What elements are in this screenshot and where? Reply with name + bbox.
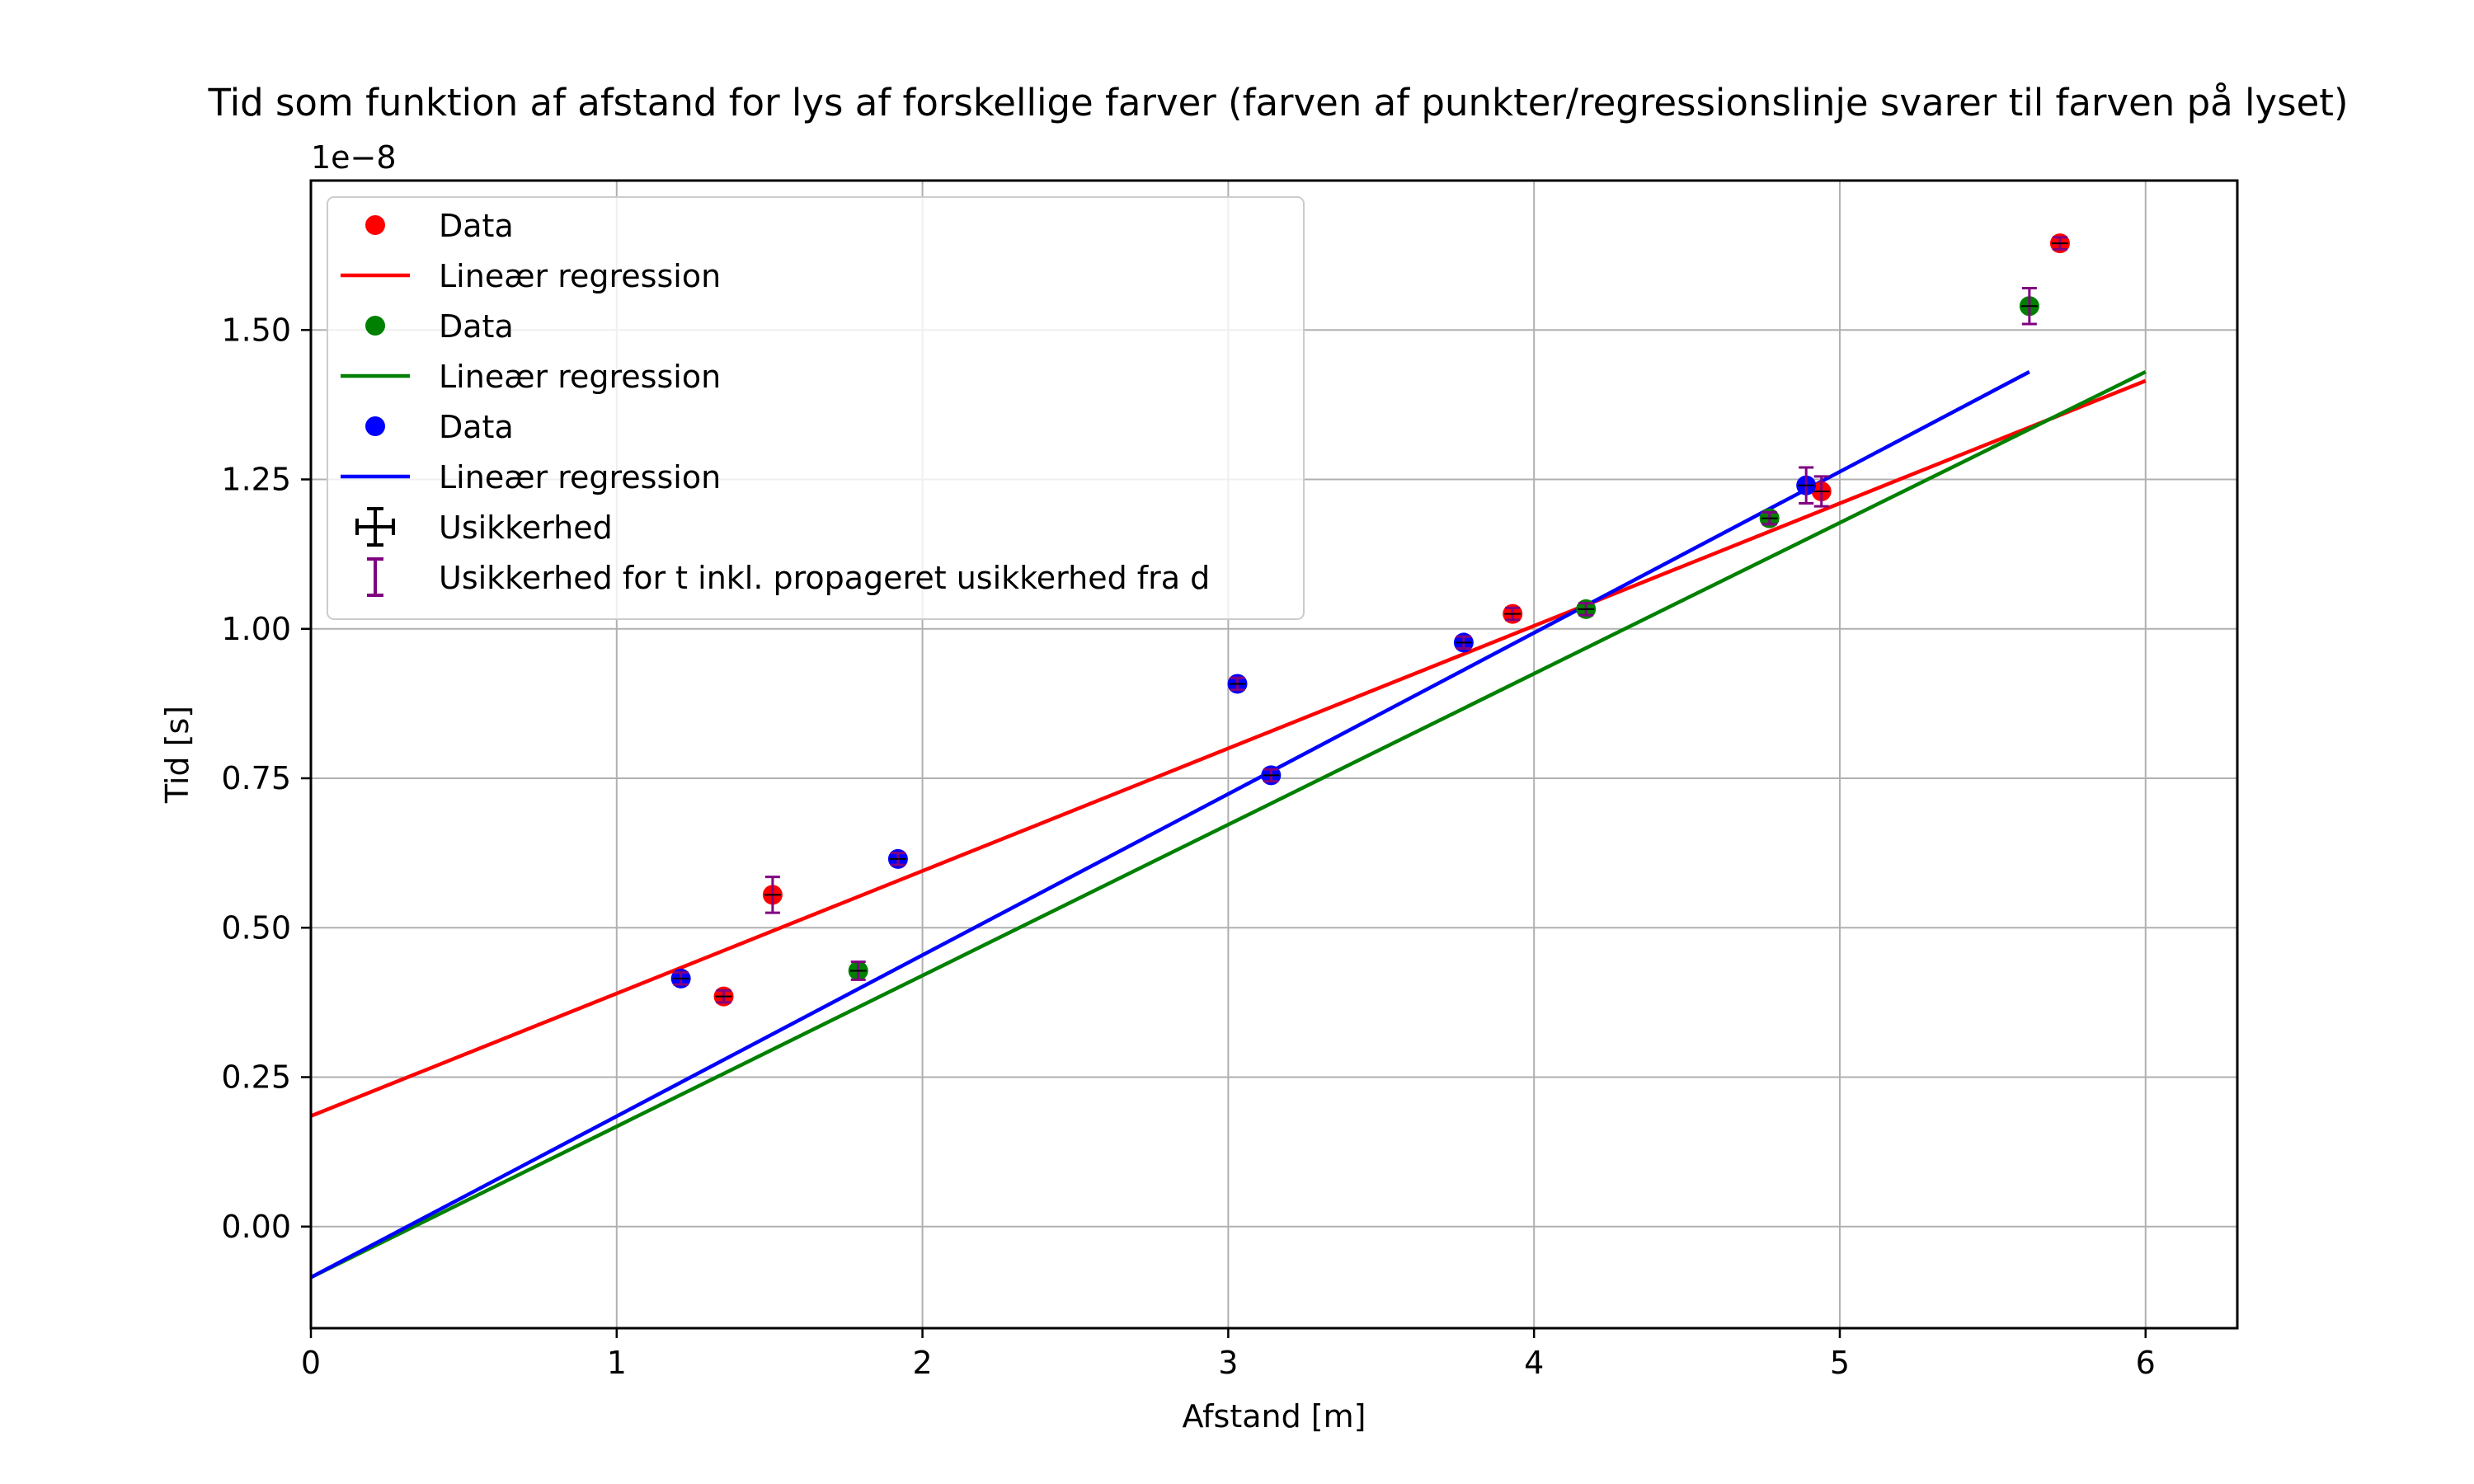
legend: Data Lineær regression Data Lineær regressi…: [327, 196, 1305, 620]
y-axis-offset-label: 1e−8: [311, 139, 397, 176]
legend-marker-icon: [365, 416, 385, 436]
regression-line: [310, 378, 2147, 1118]
legend-box: [327, 196, 1305, 620]
x-tick-label: 5: [1830, 1345, 1850, 1381]
legend-label: Data: [439, 208, 514, 244]
legend-label: Lineær regression: [439, 258, 721, 294]
legend-label: Data: [439, 409, 514, 445]
y-tick-label: 1.50: [221, 312, 291, 348]
regression-line: [310, 369, 2147, 1280]
legend-label: Lineær regression: [439, 459, 721, 495]
y-tick-label: 1.25: [221, 462, 291, 498]
legend-label: Usikkerhed for t inkl. propageret usikke…: [439, 560, 1210, 596]
y-axis-label: Tid [s]: [159, 706, 195, 804]
x-tick-label: 2: [912, 1345, 932, 1381]
x-tick-label: 0: [301, 1345, 321, 1381]
x-tick-label: 3: [1218, 1345, 1238, 1381]
legend-marker-icon: [365, 316, 385, 336]
axis-ticks: 0 1 2 3 4 5 6 0.00 0.25 0.50 0.75 1.00 1.25 1.50: [221, 312, 2155, 1381]
chart-title: Tid som funktion af afstand for lys af f…: [207, 81, 2348, 124]
data-points: [670, 233, 2070, 1007]
regression-lines: [309, 369, 2147, 1280]
x-tick-label: 1: [607, 1345, 627, 1381]
legend-label: Data: [439, 308, 514, 345]
legend-label: Lineær regression: [439, 359, 721, 395]
legend-marker-icon: [365, 215, 385, 235]
y-tick-label: 0.00: [221, 1209, 291, 1245]
y-tick-label: 0.25: [221, 1059, 291, 1096]
y-tick-label: 0.75: [221, 760, 291, 796]
regression-line: [309, 370, 2030, 1280]
y-tick-label: 1.00: [221, 611, 291, 647]
x-tick-label: 6: [2136, 1345, 2156, 1381]
x-axis-label: Afstand [m]: [1183, 1398, 1366, 1435]
y-tick-label: 0.50: [221, 909, 291, 946]
plot-frame: [309, 179, 2239, 1330]
legend-label: Usikkerhed: [439, 510, 613, 546]
x-tick-label: 4: [1524, 1345, 1544, 1381]
